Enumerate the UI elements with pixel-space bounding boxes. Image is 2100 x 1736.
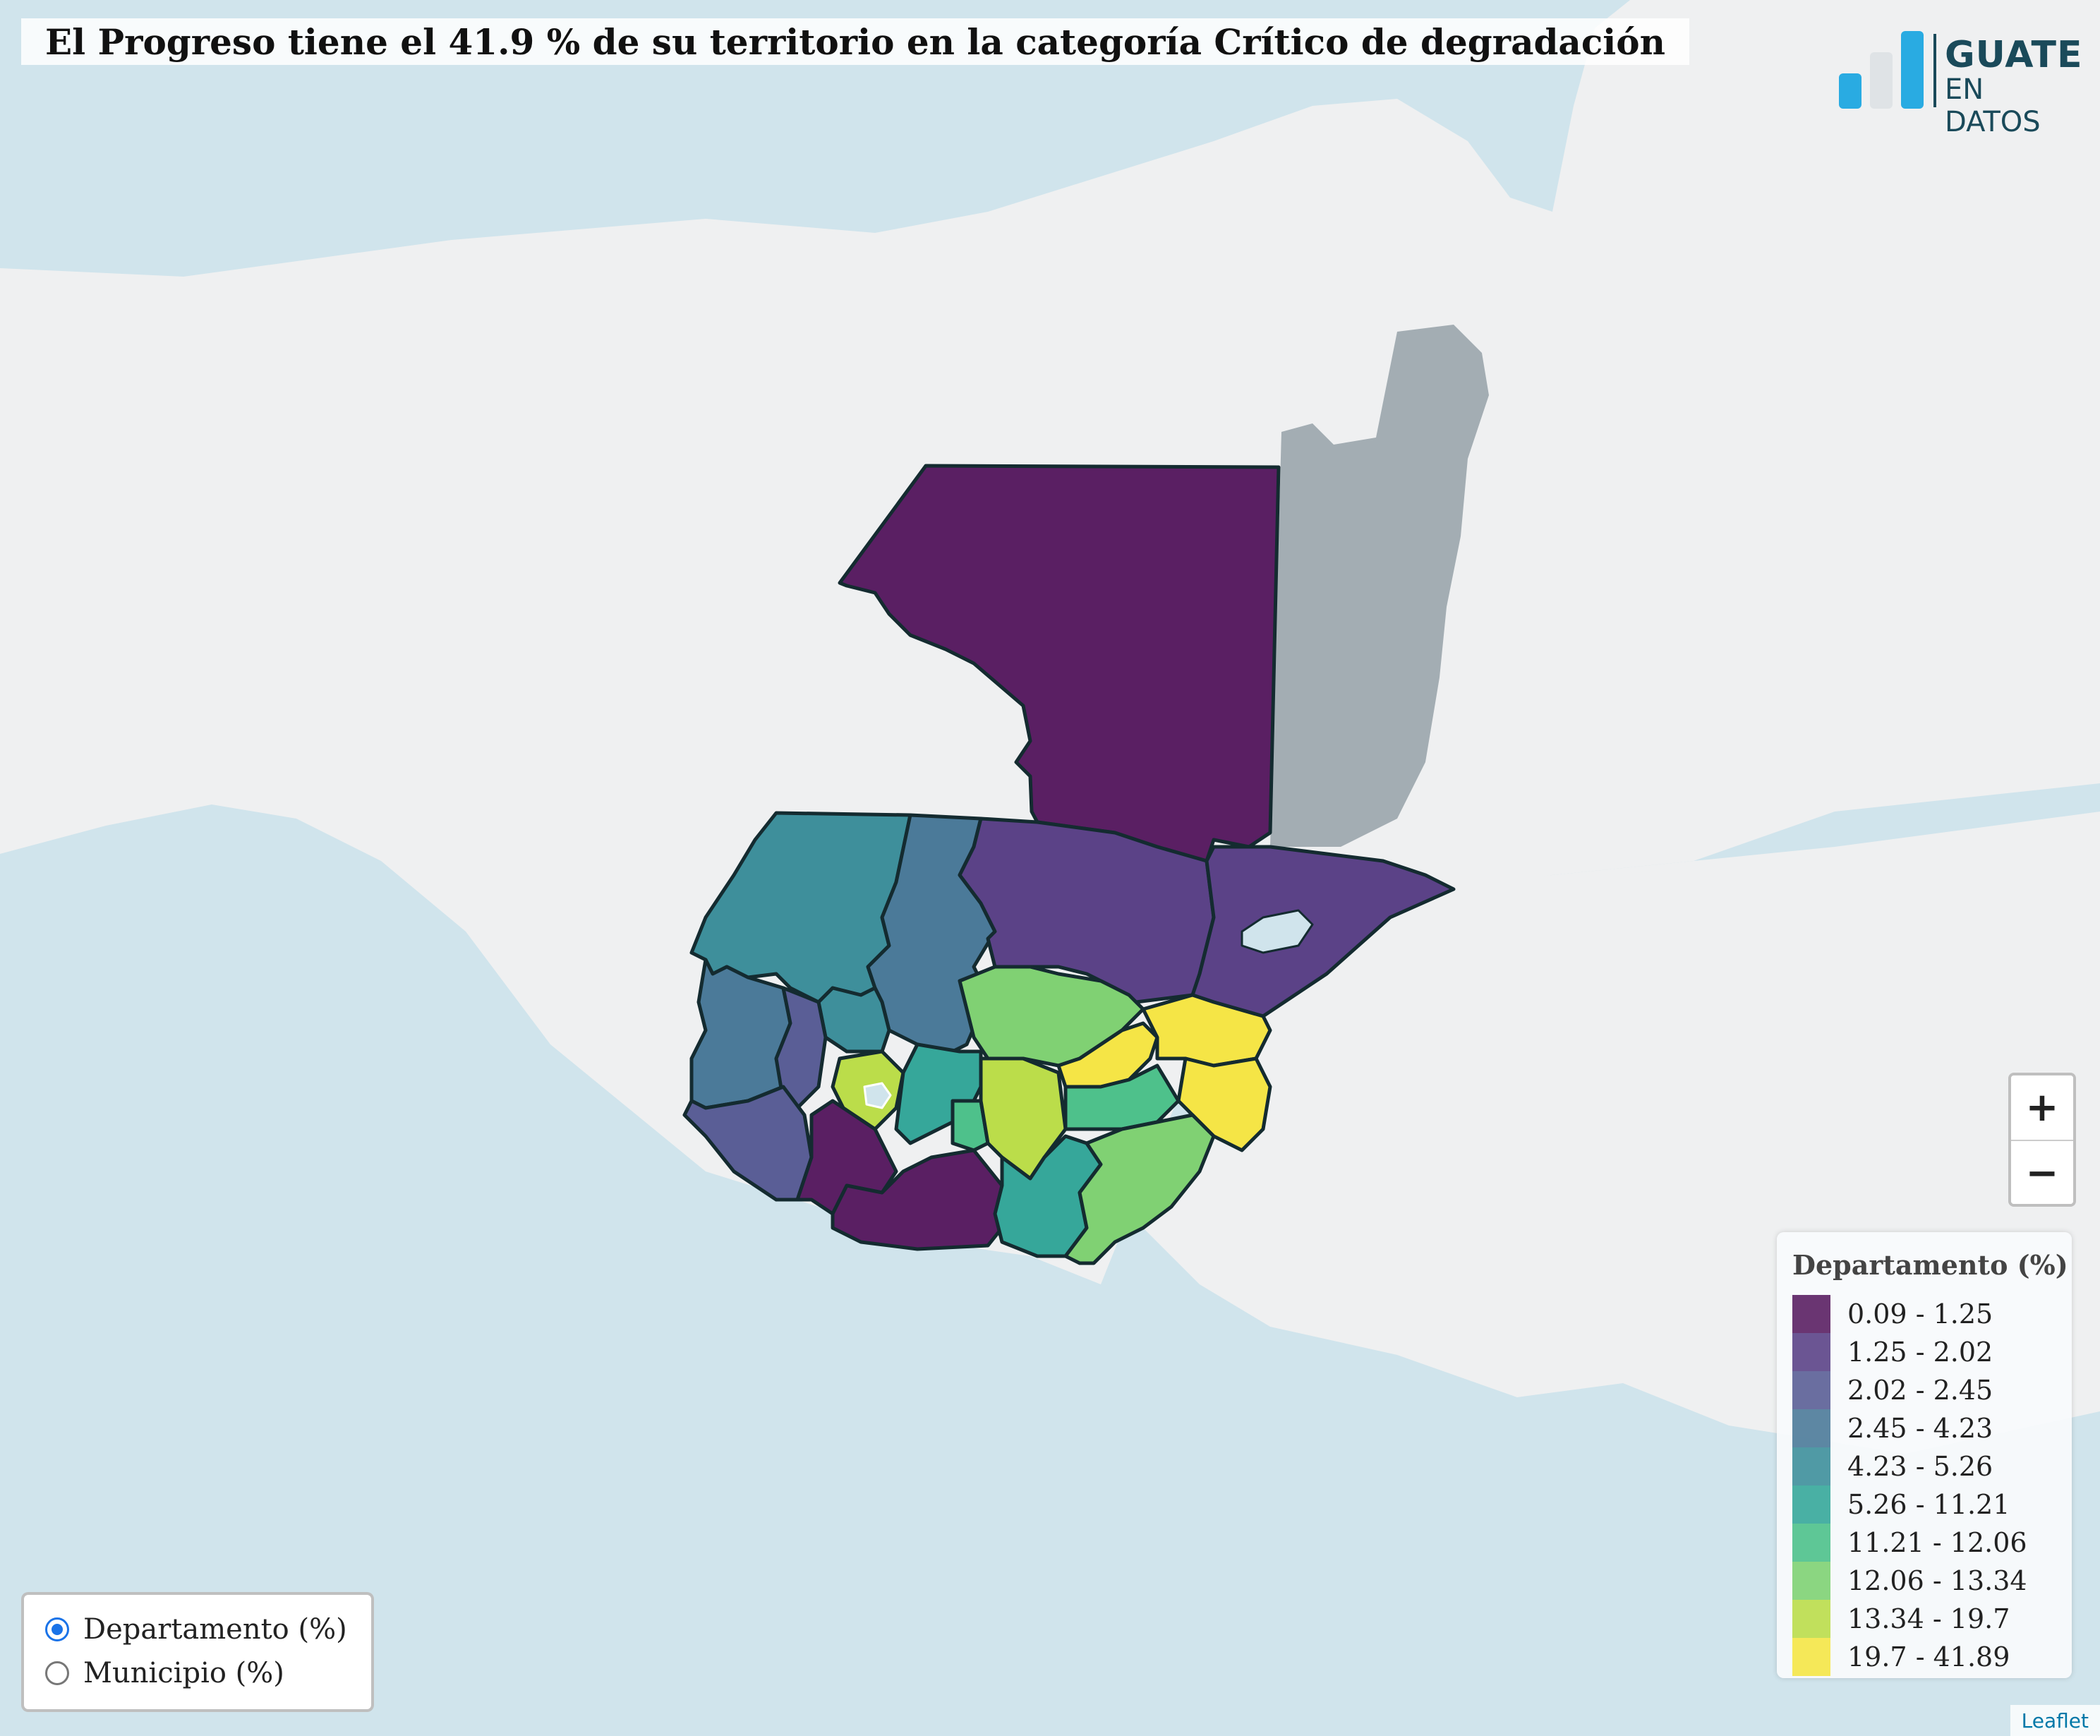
radio-municipio[interactable]: [45, 1661, 69, 1685]
zoom-divider: [2011, 1140, 2073, 1141]
legend-swatch: [1792, 1409, 1830, 1447]
legend-label: 12.06 - 13.34: [1847, 1565, 2027, 1596]
layer-option-label: Departamento (%): [83, 1613, 347, 1646]
legend-swatch: [1792, 1333, 1830, 1371]
legend-item: 5.26 - 11.21: [1792, 1485, 2056, 1524]
lake-izabal: [1241, 909, 1314, 954]
legend-label: 1.25 - 2.02: [1847, 1337, 1993, 1368]
logo-bar-icon: [1839, 73, 1861, 109]
dept-peten[interactable]: [838, 464, 1281, 863]
legend-label: 4.23 - 5.26: [1847, 1451, 1993, 1482]
legend-label: 5.26 - 11.21: [1847, 1489, 2010, 1520]
dept-sacatepequez[interactable]: [951, 1099, 990, 1152]
legend-items: 0.09 - 1.25 1.25 - 2.02 2.02 - 2.45 2.45 - …: [1792, 1295, 2056, 1676]
radio-departamento[interactable]: [45, 1617, 69, 1641]
legend-item: 13.34 - 19.7: [1792, 1600, 2056, 1638]
legend-title: Departamento (%): [1792, 1249, 2068, 1281]
dept-totonicapan-area[interactable]: [816, 986, 891, 1054]
map-title: El Progreso tiene el 41.9 % de su territ…: [21, 18, 1689, 65]
zoom-control: + −: [2008, 1073, 2076, 1207]
lake-atitlan: [863, 1082, 892, 1109]
legend-item: 2.02 - 2.45: [1792, 1371, 2056, 1409]
legend-swatch: [1792, 1447, 1830, 1485]
zoom-out-button[interactable]: −: [2011, 1141, 2073, 1204]
logo-text-secondary: EN DATOS: [1945, 73, 2041, 138]
legend-item: 0.09 - 1.25: [1792, 1295, 2056, 1333]
legend-label: 13.34 - 19.7: [1847, 1603, 2010, 1634]
legend-label: 2.02 - 2.45: [1847, 1375, 1993, 1406]
logo-bar-icon: [1870, 52, 1893, 109]
legend-label: 2.45 - 4.23: [1847, 1413, 1993, 1444]
logo-divider: [1933, 34, 1936, 107]
legend-swatch: [1792, 1371, 1830, 1409]
logo-bar-icon: [1901, 31, 1924, 109]
leaflet-attribution-link[interactable]: Leaflet: [2010, 1705, 2100, 1736]
legend-label: 11.21 - 12.06: [1847, 1527, 2027, 1558]
legend-swatch: [1792, 1638, 1830, 1676]
legend-swatch: [1792, 1562, 1830, 1600]
layer-option-departamento[interactable]: Departamento (%): [45, 1608, 371, 1651]
legend-swatch: [1792, 1485, 1830, 1524]
legend-swatch: [1792, 1524, 1830, 1562]
dept-jalapa[interactable]: [1063, 1063, 1181, 1131]
legend-swatch: [1792, 1600, 1830, 1638]
legend-label: 0.09 - 1.25: [1847, 1298, 1993, 1330]
dept-jutiapa[interactable]: [1063, 1113, 1216, 1265]
guatemala-departments[interactable]: [682, 464, 1456, 1265]
legend-item: 11.21 - 12.06: [1792, 1524, 2056, 1562]
legend-swatch: [1792, 1295, 1830, 1333]
layer-control: Departamento (%) Municipio (%): [21, 1592, 374, 1712]
layer-option-label: Municipio (%): [83, 1657, 284, 1689]
legend-item: 12.06 - 13.34: [1792, 1562, 2056, 1600]
legend-item: 4.23 - 5.26: [1792, 1447, 2056, 1485]
logo-text-primary: GUATE: [1945, 34, 2083, 76]
dept-izabal[interactable]: [1190, 845, 1456, 1018]
legend-label: 19.7 - 41.89: [1847, 1641, 2010, 1672]
legend-item: 19.7 - 41.89: [1792, 1638, 2056, 1676]
legend-item: 2.45 - 4.23: [1792, 1409, 2056, 1447]
legend: Departamento (%) 0.09 - 1.25 1.25 - 2.02 2…: [1777, 1232, 2072, 1678]
belize-region: [1270, 325, 1489, 847]
layer-option-municipio[interactable]: Municipio (%): [45, 1651, 371, 1695]
dept-chiquimula[interactable]: [1176, 1056, 1272, 1152]
guate-en-datos-logo: GUATE EN DATOS: [1839, 31, 2082, 138]
legend-item: 1.25 - 2.02: [1792, 1333, 2056, 1371]
zoom-in-button[interactable]: +: [2011, 1075, 2073, 1140]
